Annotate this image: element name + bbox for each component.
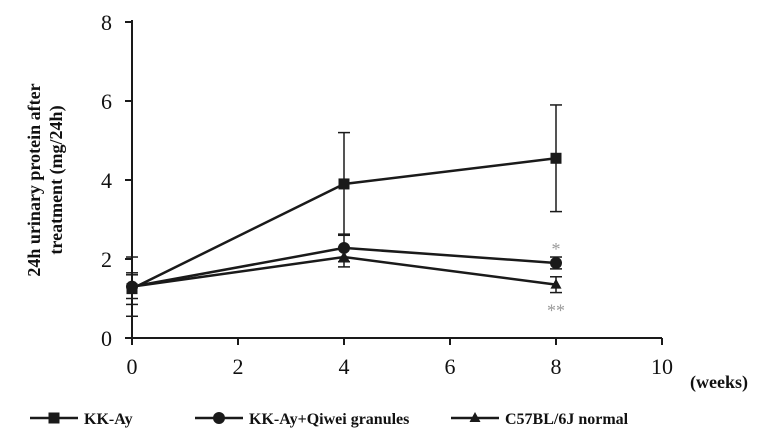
axes [131, 20, 662, 339]
x-tick-label: 10 [651, 354, 673, 379]
ticks: 0 2 4 6 8 0 2 4 6 8 10 [101, 10, 673, 379]
legend-label: KK-Ay+Qiwei granules [249, 411, 409, 428]
y-axis-label: 24h urinary protein after treatment (mg/… [24, 83, 67, 276]
legend-label: KK-Ay [84, 411, 133, 428]
data-point [550, 256, 562, 269]
y-tick-label: 8 [101, 10, 112, 35]
data-point [126, 280, 138, 291]
legend-marker [48, 412, 60, 424]
y-tick-label: 2 [101, 247, 112, 272]
plot-area: *** [126, 104, 565, 321]
x-tick-label: 4 [339, 354, 350, 379]
significance-marker: ** [547, 301, 565, 321]
y-tick-label: 0 [101, 326, 112, 351]
data-point [338, 178, 350, 190]
y-tick-label: 6 [101, 89, 112, 114]
x-tick-label: 0 [127, 354, 138, 379]
x-axis-label: (weeks) [690, 372, 748, 393]
data-point [338, 251, 350, 262]
y-tick-label: 4 [101, 168, 112, 193]
x-tick-label: 8 [551, 354, 562, 379]
significance-marker: * [552, 239, 561, 259]
y-axis-label-line-2: treatment (mg/24h) [46, 105, 67, 254]
x-tick-label: 2 [233, 354, 244, 379]
legend-marker [213, 412, 225, 424]
legend-label: C57BL/6J normal [505, 411, 629, 428]
legend-item: KK-Ay [30, 411, 133, 428]
data-point [550, 278, 562, 289]
data-point [550, 152, 562, 164]
legend-item: KK-Ay+Qiwei granules [195, 411, 409, 428]
series-triangle [126, 246, 562, 318]
series-square [126, 104, 562, 306]
legend: KK-Ay KK-Ay+Qiwei granules C57BL/6J normal [30, 411, 629, 428]
legend-marker [469, 412, 481, 422]
x-tick-label: 6 [445, 354, 456, 379]
legend-item: C57BL/6J normal [451, 411, 629, 428]
y-axis-label-line-1: 24h urinary protein after [24, 83, 44, 276]
